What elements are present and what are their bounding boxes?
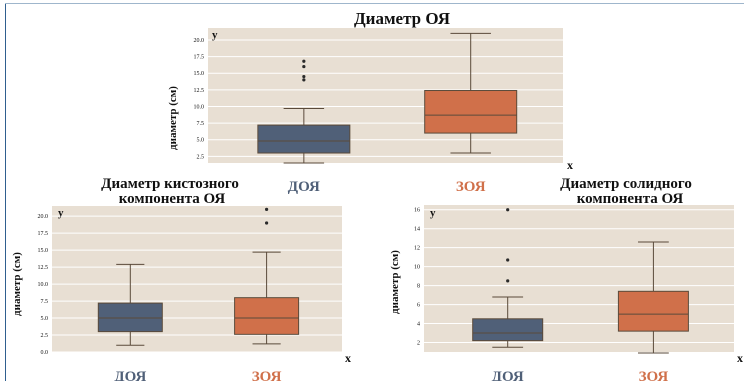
box-zoya — [234, 297, 300, 335]
y-axis-letter: y — [430, 207, 436, 219]
outlier-point — [265, 207, 269, 211]
y-tick-label: 5.0 — [41, 316, 49, 322]
y-tick-label: 12.5 — [38, 265, 49, 271]
box-zoya — [617, 290, 689, 332]
box-zoya — [424, 90, 518, 134]
y-tick-label: 12.5 — [194, 88, 205, 94]
y-tick-label: 6 — [417, 303, 420, 309]
category-label: ЗОЯ — [456, 179, 486, 195]
outlier-point — [506, 258, 510, 262]
y-tick-label: 16 — [414, 208, 420, 214]
y-tick-label: 17.5 — [38, 231, 49, 237]
outlier-point — [302, 59, 306, 63]
chart-title: Диаметр ОЯ — [354, 9, 450, 28]
frame-left-border — [5, 3, 6, 381]
box-doya — [472, 318, 544, 342]
outlier-point — [506, 208, 510, 212]
y-tick-label: 2.5 — [197, 154, 205, 160]
y-tick-label: 20.0 — [38, 214, 49, 220]
x-axis-letter: x — [737, 351, 743, 365]
outlier-point — [265, 221, 269, 225]
category-label: ЗОЯ — [252, 369, 282, 381]
box-doya — [97, 302, 163, 333]
y-tick-label: 2.5 — [41, 333, 49, 339]
y-axis-label: диаметр (см) — [11, 252, 23, 316]
category-label: ДОЯ — [114, 369, 146, 381]
y-tick-label: 8 — [417, 284, 420, 290]
y-tick-label: 10 — [414, 265, 420, 271]
y-axis-letter: y — [58, 207, 64, 219]
chart-title-line-2: компонента ОЯ — [119, 191, 226, 207]
category-label: ДОЯ — [492, 369, 524, 381]
y-tick-label: 5.0 — [197, 138, 205, 144]
box-doya — [257, 124, 351, 154]
outlier-point — [302, 64, 306, 69]
frame-top-border — [5, 3, 744, 4]
y-tick-label: 7.5 — [197, 121, 205, 127]
y-tick-label: 17.5 — [194, 55, 205, 61]
y-tick-label: 14 — [414, 227, 420, 233]
x-axis-letter: x — [345, 351, 351, 365]
outlier-point — [302, 78, 306, 82]
chart-title-line-1: Диаметр солидного — [560, 176, 692, 192]
y-axis-label: диаметр (см) — [167, 86, 179, 150]
y-tick-label: 4 — [417, 322, 420, 328]
chart-title-line-2: компонента ОЯ — [577, 191, 684, 207]
chart-title-line-1: Диаметр кистозного — [101, 176, 239, 192]
category-label: ЗОЯ — [639, 369, 669, 381]
y-tick-label: 2 — [417, 341, 420, 347]
y-tick-label: 10.0 — [38, 282, 49, 288]
outlier-point — [302, 74, 306, 79]
outlier-point — [506, 279, 510, 283]
y-tick-label: 0.0 — [41, 350, 49, 356]
y-tick-label: 20.0 — [194, 38, 205, 44]
y-tick-label: 15.0 — [194, 71, 205, 77]
y-axis-letter: y — [212, 29, 218, 41]
category-label: ДОЯ — [288, 179, 320, 195]
y-axis-label: диаметр (см) — [389, 250, 401, 314]
y-tick-label: 15.0 — [38, 248, 49, 254]
x-axis-letter: x — [567, 158, 573, 172]
y-tick-label: 12 — [414, 246, 420, 252]
y-tick-label: 10.0 — [194, 104, 205, 110]
y-tick-label: 7.5 — [41, 299, 49, 305]
